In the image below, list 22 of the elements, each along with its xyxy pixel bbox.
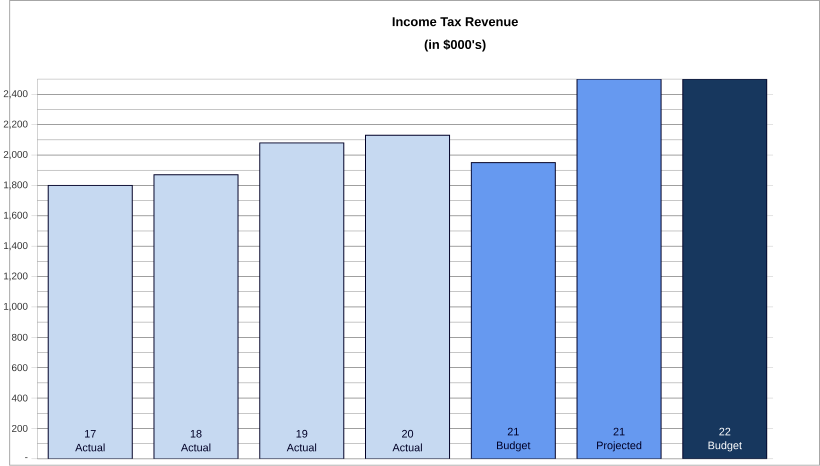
x-tick-label: 22 Budget [708,428,742,452]
y-tick-label: 1,400 [4,242,28,250]
y-tick-label: 2,400 [4,90,28,98]
y-tick-label: 200 [12,425,28,432]
x-tick-label: 18 Actual [180,430,210,452]
y-tick-label: 1,000 [4,302,28,312]
y-tick-label: 1,200 [4,272,28,281]
x-tick-label: 21 Projected [597,428,642,452]
y-tick-label: 1,600 [4,212,28,220]
chart-subtitle: (in $000's) [424,40,486,52]
y-tick-label: 2,200 [4,120,28,129]
y-tick-label: 400 [12,394,28,402]
x-tick-label: 20 Actual [392,430,422,452]
x-tick-label: 19 Actual [286,430,316,452]
x-tick-label: 17 Actual [75,430,105,452]
y-tick-label: 800 [12,334,28,341]
y-tick-label: 2,000 [4,151,28,160]
chart-title: Income Tax Revenue [392,17,518,26]
y-tick-label: - [25,457,28,458]
y-tick-label: 600 [12,364,28,372]
x-tick-label: 21 Budget [497,428,530,452]
y-tick-label: 1,800 [4,181,28,190]
